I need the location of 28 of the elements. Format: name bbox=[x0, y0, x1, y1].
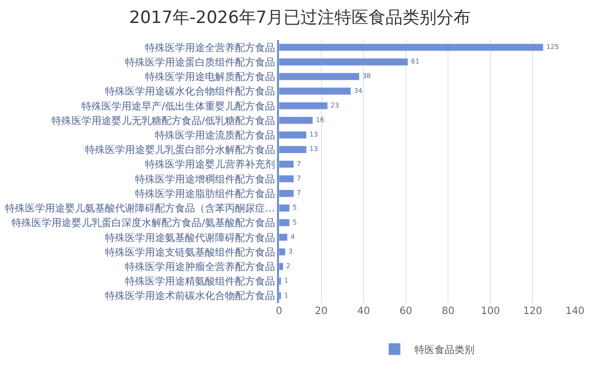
y-tick-label: 特殊医学用途脂肪组件配方食品 bbox=[135, 188, 275, 200]
x-tick-label: 120 bbox=[523, 306, 542, 317]
y-tick-label: 特殊医学用途增稠组件配方食品 bbox=[135, 173, 275, 186]
y-tick-label: 特殊医学用途婴儿乳蛋白深度水解配方食品/氨基酸配方食品 bbox=[12, 217, 275, 230]
legend-label: 特医食品类别 bbox=[414, 344, 474, 356]
x-tick-label: 20 bbox=[314, 306, 328, 317]
chart-title: 2017年-2026年7月已过注特医食品类别分布 bbox=[129, 8, 471, 28]
y-tick-label: 特殊医学用途流质配方食品 bbox=[155, 129, 275, 142]
y-tick-label: 特殊医学用途婴儿营养补充剂 bbox=[145, 158, 275, 171]
y-tick-label: 特殊医学用途碳水化合物组件配方食品 bbox=[105, 86, 275, 98]
y-tick-label: 特殊医学用途早产/低出生体重婴儿配方食品 bbox=[82, 100, 275, 112]
x-tick-label: 140 bbox=[565, 306, 585, 317]
y-tick-label: 特殊医学用途氨基酸代谢障碍配方食品 bbox=[105, 232, 275, 244]
x-tick-label: 80 bbox=[442, 306, 455, 317]
y-tick-label: 特殊医学用途蛋白质组件配方食品 bbox=[125, 56, 275, 68]
y-tick-label: 特殊医学用途婴儿无乳糖配方食品/低乳糖配方食品 bbox=[52, 114, 275, 127]
x-tick-label: 40 bbox=[357, 306, 370, 317]
y-tick-label: 特殊医学用途婴儿氨基酸代谢障碍配方食品（含苯丙酮尿症… bbox=[5, 202, 275, 215]
y-tick-label: 特殊医学用途精氨酸组件配方食品 bbox=[125, 276, 275, 288]
y-tick-label: 特殊医学用途术前碳水化合物配方食品 bbox=[105, 290, 275, 302]
x-tick-label: 100 bbox=[480, 306, 500, 317]
y-tick-label: 特殊医学用途支链氨基酸组件配方食品 bbox=[105, 246, 275, 258]
y-tick-label: 特殊医学用途婴儿乳蛋白部分水解配方食品 bbox=[85, 144, 275, 156]
x-tick-label: 60 bbox=[399, 306, 412, 317]
x-tick-label: 0 bbox=[276, 306, 282, 317]
y-tick-label: 特殊医学用途电解质配方食品 bbox=[145, 71, 275, 84]
y-tick-label: 特殊医学用途全营养配方食品 bbox=[145, 42, 275, 54]
y-tick-label: 特殊医学用途肿瘤全营养配方食品 bbox=[125, 260, 275, 273]
